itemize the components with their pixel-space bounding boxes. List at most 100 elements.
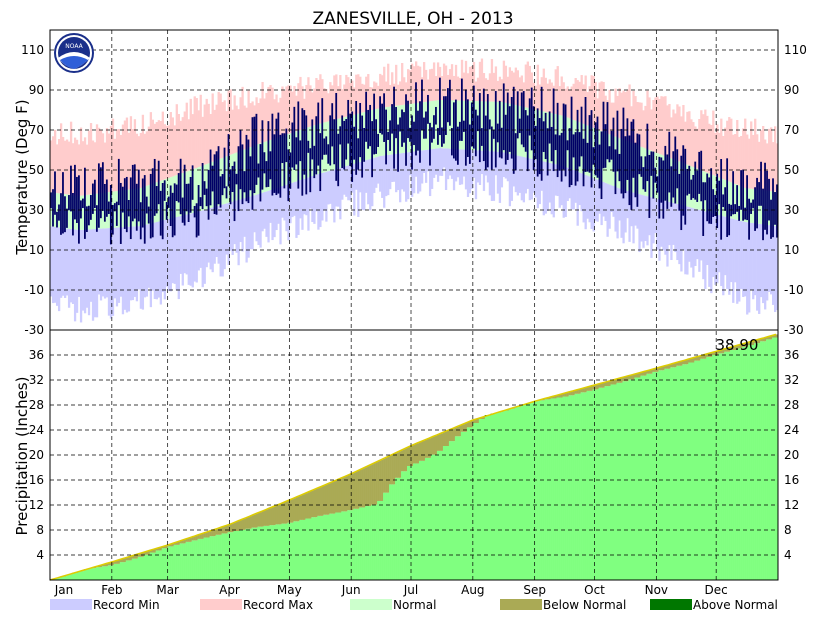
record-max-bar [648, 97, 651, 151]
observed-temperature-bar [179, 158, 182, 215]
below-normal-bar [277, 504, 280, 525]
normal-bar [225, 156, 228, 204]
record-min-bar [155, 222, 159, 300]
record-min-bar [87, 229, 91, 316]
below-normal-bar [556, 395, 559, 398]
legend-swatch-above-normal [650, 599, 692, 610]
precipitation-tick-label-right: 32 [784, 373, 799, 387]
record-max-bar [275, 94, 278, 138]
record-min-bar [117, 227, 121, 303]
record-max-bar [203, 104, 206, 165]
below-normal-bar [560, 394, 563, 398]
below-normal-bar [391, 455, 394, 485]
actual-precip-bar [606, 386, 609, 580]
observed-temperature-bar [544, 112, 547, 160]
below-normal-bar [249, 516, 252, 529]
record-max-bar [331, 85, 334, 121]
record-max-bar [229, 89, 232, 155]
observed-temperature-bar [568, 128, 571, 188]
below-normal-bar [482, 416, 486, 420]
observed-temperature-bar [381, 103, 383, 135]
observed-temperature-bar [498, 100, 501, 158]
actual-precip-bar [444, 446, 448, 580]
actual-precip-bar [718, 353, 721, 580]
actual-precip-bar [552, 398, 555, 580]
record-max-bar [133, 119, 137, 189]
record-min-bar [768, 225, 771, 292]
actual-precip-bar [207, 537, 210, 580]
record-max-bar [488, 73, 492, 102]
actual-precip-bar [566, 396, 569, 580]
actual-precip-bar [237, 531, 240, 580]
actual-precip-bar [325, 514, 328, 580]
below-normal-bar [289, 500, 292, 523]
normal-bar [450, 100, 454, 149]
record-min-bar [668, 201, 671, 246]
record-max-bar [327, 93, 330, 122]
observed-temperature-bar [147, 206, 150, 224]
below-normal-bar [748, 342, 751, 345]
actual-precip-bar [462, 431, 466, 580]
below-normal-bar [568, 392, 571, 396]
record-max-bar [728, 117, 731, 182]
observed-temperature-bar [570, 96, 573, 186]
record-max-bar [454, 64, 458, 101]
record-min-bar [534, 159, 537, 198]
actual-precip-bar [181, 543, 184, 580]
actual-precip-bar [722, 353, 725, 580]
record-max-bar [756, 134, 759, 190]
actual-precip-bar [205, 537, 208, 580]
below-normal-bar [548, 397, 551, 400]
record-max-bar [496, 80, 500, 102]
record-min-bar [420, 150, 424, 184]
actual-precip-bar [560, 397, 563, 580]
below-normal-bar [181, 540, 184, 544]
plot-frame [49, 29, 779, 581]
record-min-bar [251, 195, 254, 250]
actual-precip-bar [137, 556, 141, 580]
observed-temperature-bar [369, 104, 372, 147]
record-max-bar [668, 103, 671, 158]
below-normal-bar [393, 454, 396, 485]
observed-temperature-bar [60, 193, 62, 235]
record-max-bar [644, 105, 647, 149]
record-min-bar [217, 205, 220, 264]
record-max-bar [544, 77, 547, 112]
observed-temperature-bar [217, 146, 220, 205]
record-max-bar [708, 123, 711, 174]
record-max-bar [165, 125, 168, 179]
record-max-bar [568, 90, 571, 119]
record-min-bar [175, 217, 178, 291]
record-max-bar [500, 79, 504, 102]
below-normal-bar [770, 336, 773, 340]
record-min-bar [748, 222, 751, 313]
record-max-bar [572, 83, 575, 120]
below-normal-bar [588, 386, 591, 391]
observed-temperature-bar [107, 201, 110, 215]
record-max-bar [478, 61, 482, 102]
record-min-bar [654, 198, 657, 234]
record-max-bar [249, 103, 252, 148]
record-max-bar [424, 69, 428, 102]
record-min-bar [347, 165, 350, 201]
record-min-bar [257, 194, 260, 245]
actual-precip-bar [411, 466, 414, 580]
record-max-bar [345, 74, 348, 117]
observed-temperature-bar [754, 187, 756, 231]
actual-precip-bar [540, 400, 543, 580]
record-min-bar [588, 176, 591, 223]
below-normal-bar [622, 377, 625, 382]
below-normal-bar [714, 351, 717, 355]
actual-precip-bar [550, 398, 553, 580]
actual-precip-bar [578, 393, 581, 580]
below-normal-bar [115, 560, 119, 564]
observed-temperature-bar [62, 172, 64, 234]
below-normal-bar [464, 423, 468, 432]
observed-temperature-bar [259, 144, 262, 202]
below-normal-bar [295, 497, 298, 522]
record-max-bar [688, 111, 691, 166]
observed-temperature-bar [235, 173, 238, 185]
record-min-bar [371, 158, 374, 207]
actual-precip-bar [321, 515, 324, 580]
